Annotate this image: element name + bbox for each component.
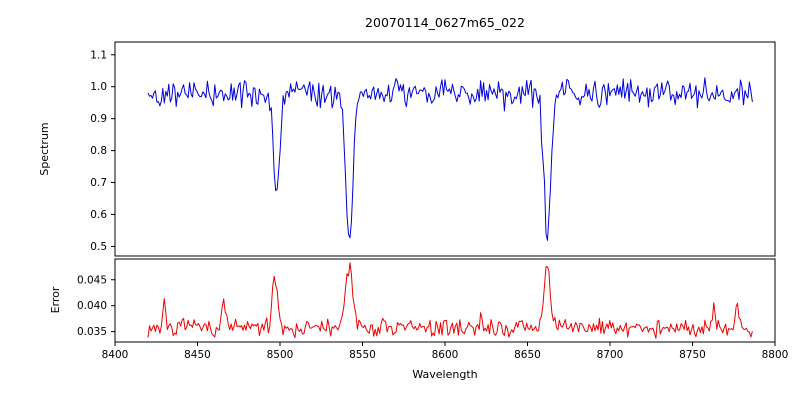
spectrum-line xyxy=(147,77,753,241)
x-tick-label: 8750 xyxy=(679,349,706,361)
y-tick-label: 0.045 xyxy=(77,274,107,286)
y-tick-label: 0.8 xyxy=(90,145,107,157)
wavelength-xlabel: Wavelength xyxy=(412,368,477,381)
y-tick-label: 0.7 xyxy=(90,177,107,189)
y-tick-label: 0.035 xyxy=(77,326,107,338)
x-tick-label: 8450 xyxy=(184,349,211,361)
figure-title: 20070114_0627m65_022 xyxy=(365,15,525,30)
error-ylabel: Error xyxy=(49,286,62,313)
y-tick-label: 1.0 xyxy=(90,81,107,93)
y-tick-label: 0.5 xyxy=(90,241,107,253)
spectrum-ylabel: Spectrum xyxy=(38,122,51,175)
x-tick-label: 8700 xyxy=(597,349,624,361)
y-tick-label: 0.6 xyxy=(90,209,107,221)
x-tick-label: 8650 xyxy=(514,349,541,361)
x-tick-label: 8800 xyxy=(762,349,789,361)
y-tick-label: 0.040 xyxy=(77,300,107,312)
x-tick-label: 8500 xyxy=(267,349,294,361)
error-line xyxy=(147,262,753,339)
axes-box xyxy=(114,41,776,257)
y-tick-label: 1.1 xyxy=(90,49,107,61)
x-tick-label: 8550 xyxy=(349,349,376,361)
x-tick-label: 8600 xyxy=(432,349,459,361)
y-tick-label: 0.9 xyxy=(90,113,107,125)
x-tick-label: 8400 xyxy=(102,349,129,361)
plot-layer: 0.5 0.6 0.7 0.8 0.9 1.0 1.1 0.035 0.040 0.045 8400… xyxy=(77,41,789,361)
